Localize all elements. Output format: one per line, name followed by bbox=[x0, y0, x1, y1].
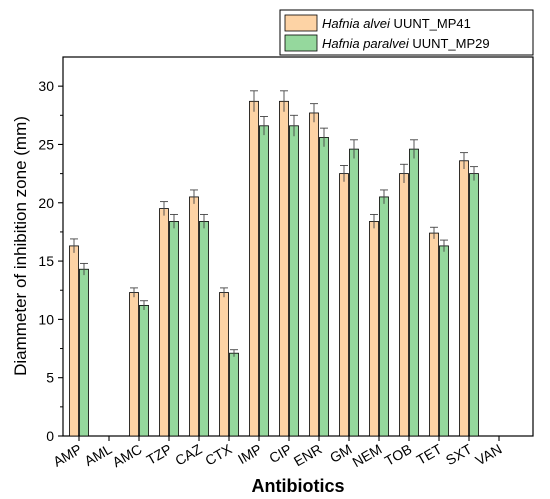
y-tick-label: 20 bbox=[38, 195, 54, 211]
bar-series-2-sxt bbox=[469, 173, 479, 437]
bar-series-2-ctx bbox=[229, 352, 239, 437]
legend-label-series-1: Hafnia alvei UUNT_MP41 bbox=[322, 16, 471, 31]
x-tick-label-amc: AMC bbox=[110, 441, 145, 470]
x-tick-label-enr: ENR bbox=[291, 441, 325, 470]
x-tick-label-nem: NEM bbox=[350, 441, 385, 470]
error-bar-series-2-amp bbox=[80, 262, 88, 276]
bar-series-1-sxt bbox=[459, 160, 469, 437]
legend-swatch-series-2 bbox=[284, 34, 318, 52]
error-bar-series-1-tob bbox=[400, 163, 408, 183]
x-tick-label-ctx: CTX bbox=[202, 440, 235, 468]
bar-series-1-nem bbox=[369, 221, 379, 437]
y-tick-label: 0 bbox=[46, 428, 54, 444]
error-bar-series-2-imp bbox=[260, 116, 268, 136]
error-bar-series-2-cip bbox=[290, 114, 298, 137]
error-bar-series-2-sxt bbox=[470, 166, 478, 181]
x-tick-label-imp: IMP bbox=[235, 441, 265, 467]
bar-series-2-caz bbox=[199, 221, 209, 437]
bar-series-1-enr bbox=[309, 112, 319, 437]
bar-series-1-tzp bbox=[159, 208, 169, 437]
y-axis: 0 5 10 15 20 25 30 bbox=[38, 78, 63, 444]
error-bar-series-2-enr bbox=[320, 127, 328, 147]
bar-series-2-amc bbox=[139, 304, 149, 437]
bar-series-1-amp bbox=[69, 245, 79, 437]
error-bar-series-1-sxt bbox=[460, 152, 468, 169]
error-bar-series-1-cip bbox=[280, 90, 288, 112]
y-tick-label: 5 bbox=[46, 370, 54, 386]
error-bar-series-2-caz bbox=[200, 213, 208, 229]
bar-series-2-imp bbox=[259, 125, 269, 437]
legend-swatch-series-1 bbox=[284, 14, 318, 32]
error-bar-series-2-tzp bbox=[170, 213, 178, 229]
y-axis-title: Diammeter of inhibition zone (mm) bbox=[11, 116, 30, 376]
x-tick-label-gm: GM bbox=[327, 441, 355, 466]
error-bar-series-1-nem bbox=[370, 213, 378, 229]
error-bar-series-1-imp bbox=[250, 90, 258, 112]
bar-series-2-cip bbox=[289, 125, 299, 437]
y-tick-label: 25 bbox=[38, 136, 54, 152]
bar-series-1-amc bbox=[129, 292, 139, 437]
bar-series-2-gm bbox=[349, 148, 359, 437]
error-bar-series-1-caz bbox=[190, 189, 198, 204]
bars bbox=[69, 90, 479, 437]
error-bar-series-2-amc bbox=[140, 300, 148, 311]
error-bar-series-2-tet bbox=[440, 239, 448, 252]
bar-series-1-cip bbox=[279, 100, 289, 437]
legend: Hafnia alvei UUNT_MP41 Hafnia paralvei U… bbox=[279, 9, 534, 56]
x-tick-label-tzp: TZP bbox=[144, 441, 175, 468]
legend-label-series-2: Hafnia paralvei UUNT_MP29 bbox=[322, 36, 490, 51]
bar-series-2-enr bbox=[319, 137, 329, 437]
x-tick-label-sxt: SXT bbox=[443, 441, 475, 469]
error-bar-series-1-amc bbox=[130, 287, 138, 298]
bar-series-2-tob bbox=[409, 148, 419, 437]
x-tick-label-tet: TET bbox=[414, 441, 445, 468]
error-bar-series-1-tzp bbox=[160, 201, 168, 216]
x-tick-label-aml: AML bbox=[82, 441, 115, 469]
x-tick-label-tob: TOB bbox=[382, 441, 415, 469]
error-bar-series-1-enr bbox=[310, 103, 318, 123]
bar-series-1-imp bbox=[249, 100, 259, 437]
x-axis-title: Antibiotics bbox=[252, 476, 345, 496]
y-tick-label: 10 bbox=[38, 311, 54, 327]
legend-box bbox=[279, 9, 534, 56]
bar-series-1-ctx bbox=[219, 292, 229, 437]
error-bar-series-1-tet bbox=[430, 226, 438, 239]
error-bar-series-1-amp bbox=[70, 238, 78, 253]
error-bar-series-2-ctx bbox=[230, 349, 238, 357]
y-tick-label: 15 bbox=[38, 253, 54, 269]
error-bar-series-2-nem bbox=[380, 189, 388, 204]
bar-series-1-caz bbox=[189, 196, 199, 437]
x-tick-label-cip: CIP bbox=[266, 441, 294, 467]
error-bar-series-2-tob bbox=[410, 139, 418, 159]
error-bar-series-1-ctx bbox=[220, 287, 228, 298]
bar-series-2-tzp bbox=[169, 221, 179, 437]
y-tick-label: 30 bbox=[38, 78, 54, 94]
bar-series-1-tob bbox=[399, 173, 409, 437]
bar-series-1-tet bbox=[429, 232, 439, 437]
bar-series-2-amp bbox=[79, 268, 89, 437]
bar-series-2-nem bbox=[379, 196, 389, 437]
x-tick-label-van: VAN bbox=[472, 441, 504, 469]
x-tick-label-caz: CAZ bbox=[172, 441, 205, 469]
x-tick-label-amp: AMP bbox=[50, 441, 84, 470]
bar-series-1-gm bbox=[339, 173, 349, 437]
error-bar-series-2-gm bbox=[350, 139, 358, 159]
error-bar-series-1-gm bbox=[340, 165, 348, 182]
bar-series-2-tet bbox=[439, 245, 449, 437]
